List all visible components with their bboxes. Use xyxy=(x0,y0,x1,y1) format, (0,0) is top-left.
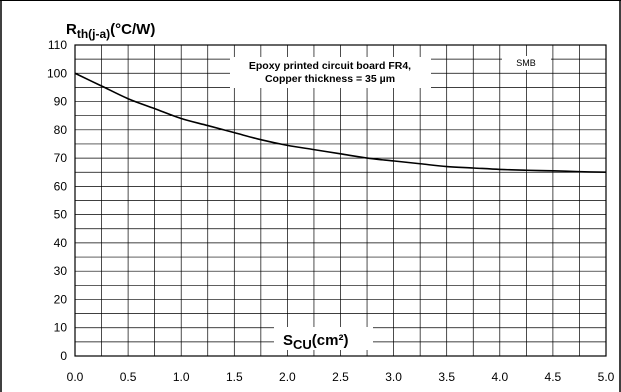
x-tick-label: 3.5 xyxy=(438,370,455,384)
annotation-box xyxy=(230,57,431,88)
y-tick-label: 80 xyxy=(54,123,68,137)
x-tick-label: 3.0 xyxy=(385,370,402,384)
annotation-line-2: Copper thickness = 35 µm xyxy=(265,73,395,85)
x-tick-label: 1.5 xyxy=(226,370,243,384)
x-axis-label-sub: CU xyxy=(293,337,312,352)
package-tag: SMB xyxy=(516,58,536,68)
y-tick-label: 10 xyxy=(54,321,68,335)
x-tick-label: 5.0 xyxy=(598,370,615,384)
y-tick-label: 70 xyxy=(54,151,68,165)
x-tick-label: 1.0 xyxy=(173,370,190,384)
y-tick-labels: 0 10 20 30 40 50 60 70 80 90 100 110 xyxy=(47,38,67,363)
y-tick-label: 90 xyxy=(54,95,68,109)
x-tick-label: 4.5 xyxy=(545,370,562,384)
y-axis-label-unit: (°C/W) xyxy=(110,21,155,38)
y-tick-label: 110 xyxy=(48,38,67,52)
x-tick-label: 2.0 xyxy=(279,370,296,384)
series-line xyxy=(74,72,607,174)
y-tick-label: 40 xyxy=(54,236,68,250)
x-tick-label: 4.0 xyxy=(491,370,508,384)
x-tick-labels: 0.0 0.5 1.0 1.5 2.0 2.5 3.0 3.5 4.0 4.5 5.0 xyxy=(67,370,615,384)
y-axis-label-main: R xyxy=(66,21,77,38)
y-tick-label: 30 xyxy=(54,264,68,278)
x-axis-label-unit: (cm²) xyxy=(312,332,349,349)
y-axis-label: Rth(j-a)(°C/W) xyxy=(66,21,155,41)
y-tick-label: 100 xyxy=(47,66,67,80)
y-tick-label: 0 xyxy=(60,349,67,363)
y-tick-label: 20 xyxy=(54,292,68,306)
y-axis-label-sub: th(j-a) xyxy=(77,27,110,41)
y-tick-label: 60 xyxy=(54,179,68,193)
plot-border xyxy=(74,44,607,357)
x-axis-label-box xyxy=(274,327,373,350)
x-tick-label: 2.5 xyxy=(332,370,349,384)
x-axis-label-main: S xyxy=(283,332,293,349)
y-tick-label: 50 xyxy=(54,208,68,222)
x-axis-label: SCU(cm²) xyxy=(283,332,348,352)
x-tick-label: 0.0 xyxy=(67,370,84,384)
plot-area: 0 10 20 30 40 50 60 70 80 90 100 110 0.0 0.5 1.0 1.5 2.… xyxy=(47,38,615,384)
annotation-line-1: Epoxy printed circuit board FR4, xyxy=(249,60,411,72)
x-tick-label: 0.5 xyxy=(120,370,137,384)
package-tag-box xyxy=(502,56,551,70)
grid xyxy=(74,44,607,357)
